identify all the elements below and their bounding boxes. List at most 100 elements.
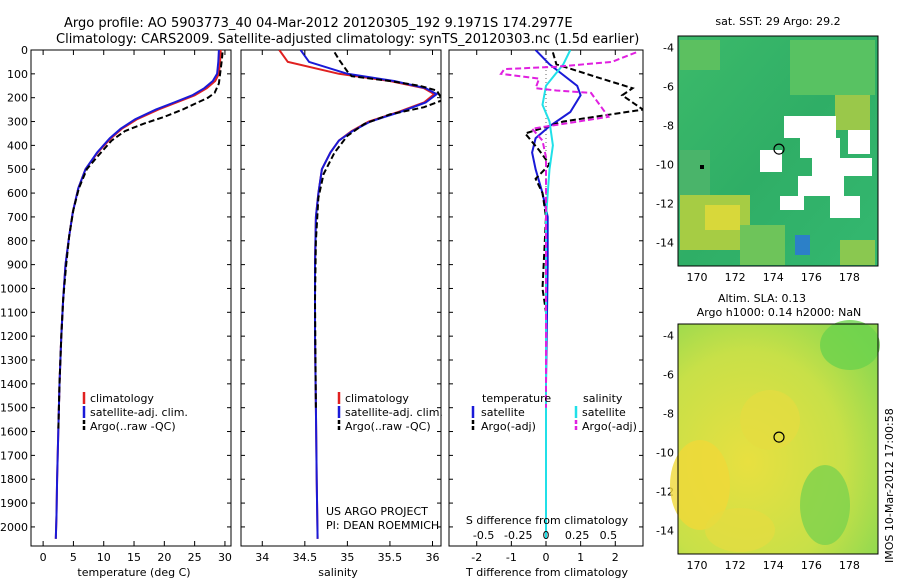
- y-tick-label: 1300: [0, 354, 28, 367]
- map-x-tick-label: 174: [763, 271, 784, 284]
- difference-legend: temperature salinity satellite Argo(-adj…: [471, 392, 637, 433]
- sst-patch: [795, 235, 810, 255]
- sst-gap: [784, 116, 836, 138]
- legend-label: satellite: [582, 406, 626, 419]
- temperature-series: [54, 50, 224, 539]
- salinity-panel-frame: [240, 49, 442, 547]
- legend-label: Argo(-adj): [582, 420, 637, 433]
- sla-blob: [670, 440, 730, 530]
- sst-float-marker: [773, 143, 785, 155]
- temperature-xlabel: temperature (deg C): [77, 566, 190, 579]
- top-tick-label: -0.25: [504, 529, 532, 542]
- map-x-tick-label: 176: [801, 271, 822, 284]
- legend-label: satellite-adj. clim.: [90, 406, 188, 419]
- legend-label: Argo(..raw -QC): [90, 420, 176, 433]
- header-line-1: Argo profile: AO 5903773_40 04-Mar-2012 …: [64, 16, 573, 31]
- y-tick-label: 1500: [0, 402, 28, 415]
- series-line: [299, 50, 439, 539]
- x-tick-label: -1: [506, 551, 517, 564]
- sst-map-title: sat. SST: 29 Argo: 29.2: [715, 15, 840, 28]
- legend-label: climatology: [345, 392, 409, 405]
- map-x-tick-label: 172: [725, 559, 746, 572]
- difference-top-label: S difference from climatology: [466, 514, 629, 527]
- sst-patch: [705, 205, 740, 230]
- map-y-tick-label: -12: [656, 198, 674, 211]
- sst-patch: [835, 95, 870, 130]
- sst-patch: [680, 40, 720, 70]
- sst-dot: [700, 165, 704, 169]
- salinity-legend: climatology satellite-adj. clim. Argo(..…: [326, 392, 443, 532]
- x-tick-label: 30: [218, 551, 232, 564]
- series-line: [523, 52, 643, 432]
- y-tick-label: 1600: [0, 426, 28, 439]
- temperature-legend: climatology satellite-adj. clim. Argo(..…: [82, 392, 188, 433]
- map-y-tick-label: -10: [656, 447, 674, 460]
- legend-title-temperature: temperature: [482, 392, 551, 405]
- y-tick-label: 700: [7, 211, 28, 224]
- difference-xlabel: T difference from climatology: [465, 566, 628, 579]
- sst-gap: [760, 150, 782, 172]
- map-x-tick-label: 170: [687, 271, 708, 284]
- sla-map: [670, 320, 880, 555]
- y-tick-label: 500: [7, 163, 28, 176]
- map-y-tick-label: -4: [663, 42, 674, 55]
- sla-blob: [820, 320, 880, 370]
- legend-label: Argo(-adj): [481, 420, 536, 433]
- series-line: [313, 51, 441, 408]
- y-tick-label: 400: [7, 139, 28, 152]
- sla-map-title: Altim. SLA: 0.13: [718, 292, 806, 305]
- x-tick-label: 15: [127, 551, 141, 564]
- map-x-tick-label: 178: [839, 271, 860, 284]
- x-tick-label: 10: [97, 551, 111, 564]
- salinity-xlabel: salinity: [318, 566, 358, 579]
- sst-patch: [790, 40, 875, 95]
- map-y-tick-label: -4: [663, 330, 674, 343]
- y-tick-label: 600: [7, 187, 28, 200]
- sst-gap: [798, 176, 844, 196]
- map-y-tick-label: -8: [663, 408, 674, 421]
- x-tick-label: 35: [340, 551, 354, 564]
- footer-stamp: IMOS 10-Mar-2012 17:00:58: [883, 408, 896, 563]
- series-line: [57, 52, 224, 432]
- x-tick-label: -2: [471, 551, 482, 564]
- y-tick-label: 1800: [0, 473, 28, 486]
- sst-gap: [830, 196, 860, 218]
- y-tick-label: 1700: [0, 449, 28, 462]
- map-y-tick-label: -14: [656, 525, 674, 538]
- sst-gap: [800, 138, 840, 158]
- map-y-tick-label: -10: [656, 159, 674, 172]
- sst-missing-data: [760, 116, 872, 218]
- x-tick-label: 34.5: [293, 551, 318, 564]
- header-line-2: Climatology: CARS2009. Satellite-adjuste…: [56, 32, 639, 47]
- top-tick-label: -0.5: [473, 529, 494, 542]
- project-annotation: US ARGO PROJECT: [326, 505, 428, 518]
- series-line: [499, 51, 637, 408]
- sst-patch: [840, 240, 875, 265]
- map-x-tick-label: 170: [687, 559, 708, 572]
- map-y-tick-label: -14: [656, 237, 674, 250]
- legend-label: satellite-adj. clim.: [345, 406, 443, 419]
- y-tick-label: 900: [7, 259, 28, 272]
- top-tick-label: 0.5: [600, 529, 618, 542]
- pi-annotation: PI: DEAN ROEMMICH: [326, 519, 439, 532]
- x-tick-label: 36: [425, 551, 439, 564]
- x-tick-label: 0: [543, 551, 550, 564]
- sst-patch: [680, 150, 710, 195]
- difference-series: [499, 50, 643, 546]
- temperature-panel-frame: [30, 49, 232, 547]
- map-x-tick-label: 178: [839, 559, 860, 572]
- y-tick-label: 1100: [0, 306, 28, 319]
- x-tick-label: 20: [157, 551, 171, 564]
- series-line: [54, 50, 220, 539]
- y-tick-label: 1200: [0, 330, 28, 343]
- top-tick-label: 0: [543, 529, 550, 542]
- legend-label: satellite: [481, 406, 525, 419]
- x-tick-label: 25: [188, 551, 202, 564]
- map-y-tick-label: -8: [663, 120, 674, 133]
- sst-map-patches: [680, 40, 875, 265]
- y-tick-label: 100: [7, 68, 28, 81]
- legend-title-salinity: salinity: [583, 392, 623, 405]
- sla-float-marker: [773, 431, 785, 443]
- x-tick-label: 35.5: [378, 551, 403, 564]
